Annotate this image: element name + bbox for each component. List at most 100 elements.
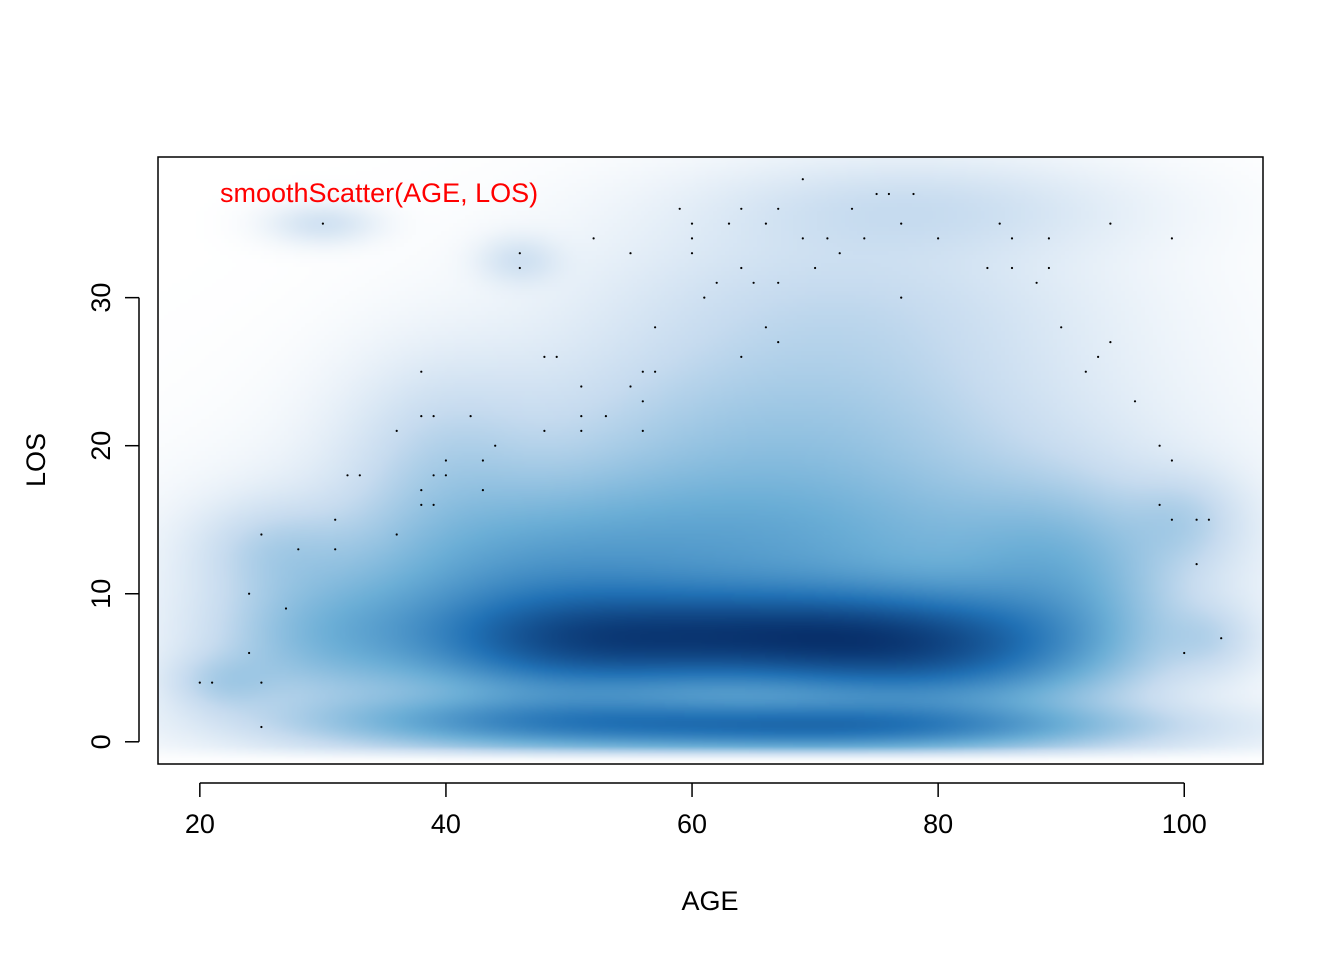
outlier-point bbox=[580, 385, 583, 388]
outlier-point bbox=[727, 222, 731, 225]
outlier-point bbox=[198, 681, 201, 684]
outlier-point bbox=[740, 207, 743, 210]
outlier-point bbox=[543, 355, 546, 358]
density-heatmap bbox=[158, 157, 1263, 764]
outlier-point bbox=[1035, 281, 1038, 284]
outlier-point bbox=[629, 385, 632, 388]
y-tick-label: 30 bbox=[86, 283, 116, 313]
outlier-point bbox=[690, 237, 694, 240]
outlier-point bbox=[863, 237, 866, 240]
outlier-point bbox=[1097, 355, 1100, 358]
outlier-point bbox=[543, 429, 546, 432]
outlier-point bbox=[740, 266, 743, 270]
outlier-point bbox=[248, 651, 251, 655]
outlier-point bbox=[1010, 266, 1014, 270]
outlier-point bbox=[1183, 651, 1186, 655]
y-axis-label: LOS bbox=[21, 433, 51, 487]
outlier-point bbox=[604, 415, 608, 418]
outlier-point bbox=[850, 207, 854, 210]
x-tick-label: 40 bbox=[431, 809, 461, 839]
outlier-point bbox=[998, 222, 1001, 225]
outlier-point bbox=[1170, 237, 1173, 240]
outlier-point bbox=[518, 266, 521, 270]
outlier-point bbox=[420, 370, 423, 373]
outlier-point bbox=[334, 518, 337, 521]
outlier-point bbox=[1047, 237, 1050, 240]
outlier-point bbox=[580, 415, 583, 418]
outlier-point bbox=[444, 459, 447, 462]
outlier-point bbox=[887, 192, 891, 196]
outlier-point bbox=[629, 252, 632, 255]
outlier-point bbox=[900, 222, 903, 225]
y-tick-label: 10 bbox=[86, 579, 116, 609]
outlier-point bbox=[764, 222, 768, 225]
outlier-point bbox=[334, 548, 337, 551]
x-tick-label: 100 bbox=[1162, 809, 1207, 839]
outlier-point bbox=[715, 281, 718, 284]
y-axis: 0 10 20 30 bbox=[86, 283, 140, 749]
plot-area bbox=[157, 156, 1264, 765]
outlier-point bbox=[580, 429, 583, 432]
x-axis: 20 40 60 80 100 bbox=[185, 782, 1207, 839]
chart-annotation: smoothScatter(AGE, LOS) bbox=[220, 178, 538, 208]
outlier-point bbox=[777, 207, 780, 210]
x-axis-label: AGE bbox=[681, 886, 738, 916]
outlier-point bbox=[1207, 518, 1210, 521]
outlier-point bbox=[641, 400, 644, 403]
x-tick-label: 60 bbox=[677, 809, 707, 839]
outlier-point bbox=[777, 281, 780, 284]
outlier-point bbox=[395, 533, 398, 536]
outlier-point bbox=[284, 607, 288, 610]
outlier-point bbox=[1170, 459, 1173, 462]
outlier-point bbox=[1084, 370, 1087, 373]
outlier-point bbox=[321, 222, 324, 225]
outlier-point bbox=[211, 681, 214, 684]
outlier-point bbox=[900, 296, 903, 299]
outlier-point bbox=[481, 489, 484, 492]
outlier-point bbox=[592, 237, 595, 240]
outlier-point bbox=[1109, 341, 1112, 344]
outlier-point bbox=[555, 355, 558, 358]
outlier-point bbox=[1170, 518, 1173, 521]
outlier-point bbox=[248, 592, 251, 595]
outlier-point bbox=[432, 503, 435, 506]
outlier-point bbox=[297, 548, 300, 551]
outlier-point bbox=[358, 474, 361, 477]
outlier-point bbox=[420, 503, 423, 506]
outlier-point bbox=[654, 326, 657, 329]
outlier-points bbox=[198, 178, 1223, 729]
x-tick-label: 20 bbox=[185, 809, 215, 839]
y-tick-label: 0 bbox=[86, 734, 116, 749]
outlier-point bbox=[260, 681, 263, 684]
outlier-point bbox=[641, 429, 644, 432]
plot-frame bbox=[157, 156, 1264, 765]
outlier-point bbox=[690, 222, 694, 225]
outlier-point bbox=[432, 474, 435, 477]
outlier-point bbox=[838, 252, 841, 255]
outlier-point bbox=[494, 444, 497, 447]
outlier-point bbox=[1047, 266, 1050, 270]
outlier-point bbox=[641, 370, 644, 373]
outlier-point bbox=[678, 207, 681, 210]
outlier-point bbox=[1060, 326, 1063, 329]
outlier-point bbox=[814, 266, 817, 270]
outlier-point bbox=[1158, 503, 1161, 506]
outlier-point bbox=[912, 192, 915, 196]
outlier-point bbox=[937, 237, 940, 240]
outlier-point bbox=[740, 355, 743, 358]
outlier-point bbox=[764, 326, 768, 329]
outlier-point bbox=[395, 429, 398, 432]
outlier-point bbox=[481, 459, 484, 462]
outlier-point bbox=[1010, 237, 1014, 240]
outlier-point bbox=[826, 237, 829, 240]
outlier-point bbox=[777, 341, 780, 344]
outlier-point bbox=[801, 237, 804, 240]
outlier-point bbox=[986, 266, 989, 270]
outlier-point bbox=[801, 178, 804, 181]
outlier-point bbox=[1220, 637, 1223, 640]
outlier-point bbox=[469, 415, 472, 418]
x-tick-label: 80 bbox=[923, 809, 953, 839]
outlier-point bbox=[260, 533, 263, 536]
outlier-point bbox=[875, 192, 878, 196]
